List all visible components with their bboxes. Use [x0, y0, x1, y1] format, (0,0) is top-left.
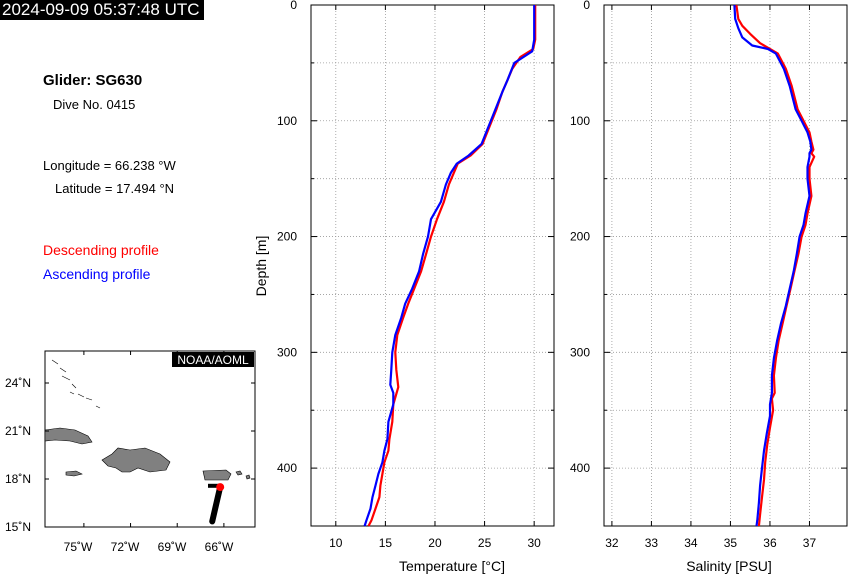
hispaniola-island — [101, 447, 171, 473]
dive-number: Dive No. 0415 — [53, 97, 136, 112]
temperature-x-tick-label: 10 — [329, 536, 343, 550]
salinity-ascending-line — [733, 4, 813, 527]
temperature-x-tick-label: 30 — [527, 536, 541, 550]
temperature-y-tick-label: 400 — [277, 461, 297, 475]
land-masses — [44, 359, 251, 481]
salinity-x-tick-label: 37 — [803, 536, 817, 550]
map-lon-label: 66˚W — [205, 540, 234, 554]
temperature-y-tick-label: 300 — [277, 345, 297, 359]
temperature-ascending-line — [363, 5, 536, 527]
map-badge: NOAA/AOML — [177, 353, 249, 367]
map-lat-label: 21˚N — [5, 424, 31, 438]
temperature-x-tick-label: 20 — [428, 536, 442, 550]
legend-descending: Descending profile — [43, 242, 159, 258]
glider-position-marker — [216, 483, 225, 492]
depth-axis-label: Depth [m] — [253, 236, 269, 297]
glider-track-line — [209, 484, 223, 525]
salinity-axis-label: Salinity [PSU] — [686, 558, 772, 574]
salinity-descending-line — [735, 4, 816, 527]
salinity-plot-frame — [603, 4, 848, 527]
bahamas-islands — [51, 359, 101, 409]
salinity-x-tick-label: 34 — [684, 536, 698, 550]
glider-track — [208, 483, 225, 525]
cuba-island — [44, 427, 93, 445]
latitude-readout: Latitude = 17.494 °N — [55, 181, 175, 196]
salinity-x-tick-label: 32 — [605, 536, 619, 550]
salinity-y-tick-label: 400 — [570, 461, 590, 475]
salinity-x-tick-label: 36 — [763, 536, 777, 550]
map-lat-labels: 24˚N 21˚N 18˚N 15˚N — [5, 376, 31, 534]
salinity-x-tick-label: 33 — [645, 536, 659, 550]
map-lat-label: 18˚N — [5, 472, 31, 486]
legend-ascending: Ascending profile — [43, 266, 151, 282]
longitude-readout: Longitude = 66.238 °W — [43, 158, 176, 173]
temperature-x-tick-label: 25 — [478, 536, 492, 550]
location-map: NOAA/AOML 24˚N 21˚N 18˚N 15˚N 75˚W 72˚W … — [5, 350, 256, 554]
salinity-x-tick-label: 35 — [724, 536, 738, 550]
map-lon-label: 75˚W — [64, 540, 93, 554]
map-lat-label: 24˚N — [5, 376, 31, 390]
glider-name: Glider: SG630 — [43, 72, 143, 89]
map-lon-labels: 75˚W 72˚W 69˚W 66˚W — [64, 540, 234, 554]
salinity-panel: 32 33 34 35 36 37 0 100 200 300 400 — [570, 0, 848, 550]
map-lat-label: 15˚N — [5, 520, 31, 534]
jamaica-island — [65, 470, 83, 477]
temperature-axis-label: Temperature [°C] — [399, 558, 505, 574]
temperature-x-tick-label: 15 — [379, 536, 393, 550]
salinity-y-tick-label: 100 — [570, 114, 590, 128]
map-badge-bg — [172, 352, 254, 367]
temperature-descending-line — [367, 5, 537, 527]
temperature-y-tick-label: 0 — [290, 0, 297, 12]
virgin-islands — [235, 470, 251, 480]
salinity-y-tick-label: 300 — [570, 345, 590, 359]
puerto-rico-island — [202, 469, 232, 481]
salinity-y-tick-label: 0 — [583, 0, 590, 12]
temperature-plot-frame — [310, 4, 555, 527]
map-lon-label: 69˚W — [158, 540, 187, 554]
temperature-y-tick-label: 200 — [277, 230, 297, 244]
temperature-y-tick-label: 100 — [277, 114, 297, 128]
map-lon-label: 72˚W — [111, 540, 140, 554]
timestamp-label: 2024-09-09 05:37:48 UTC — [0, 0, 204, 20]
salinity-y-tick-label: 200 — [570, 230, 590, 244]
